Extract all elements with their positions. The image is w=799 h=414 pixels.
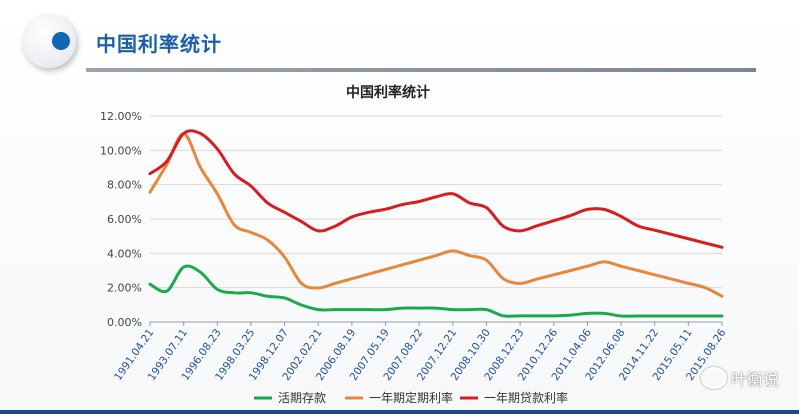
x-axis: 1991.04.211993.07.111996.08.231998.03.25… <box>112 322 729 383</box>
legend-label: 活期存款 <box>278 391 326 405</box>
y-tick-label: 12.00% <box>100 110 142 123</box>
grid-lines <box>150 115 722 323</box>
chart-title: 中国利率统计 <box>346 84 430 101</box>
series-line-2 <box>148 132 724 298</box>
y-axis: 0.00% 2.00% 4.00% 6.00% 8.00% 10.00% 12.00% <box>100 110 142 329</box>
y-tick-label: 10.00% <box>100 144 142 157</box>
watermark: 叶衡说 <box>700 366 779 390</box>
series-lines <box>148 129 724 318</box>
page-title: 中国利率统计 <box>96 32 222 56</box>
series-line-3 <box>148 129 724 249</box>
bottom-strip <box>0 410 799 414</box>
header-bar: 中国利率统计 <box>0 0 799 72</box>
legend: 活期存款 一年期定期利率 一年期贷款利率 <box>254 390 568 405</box>
watermark-text: 叶衡说 <box>730 370 779 389</box>
wechat-icon <box>700 367 727 389</box>
y-tick-label: 6.00% <box>107 213 142 226</box>
series-line-1 <box>148 264 724 318</box>
y-tick-label: 0.00% <box>107 316 142 329</box>
header-dot-icon <box>52 32 70 50</box>
legend-label: 一年期定期利率 <box>369 390 453 405</box>
y-tick-label: 8.00% <box>107 179 142 192</box>
legend-label: 一年期贷款利率 <box>484 390 568 405</box>
title-divider <box>86 68 756 72</box>
y-tick-label: 2.00% <box>107 282 142 295</box>
y-tick-label: 4.00% <box>107 247 142 260</box>
